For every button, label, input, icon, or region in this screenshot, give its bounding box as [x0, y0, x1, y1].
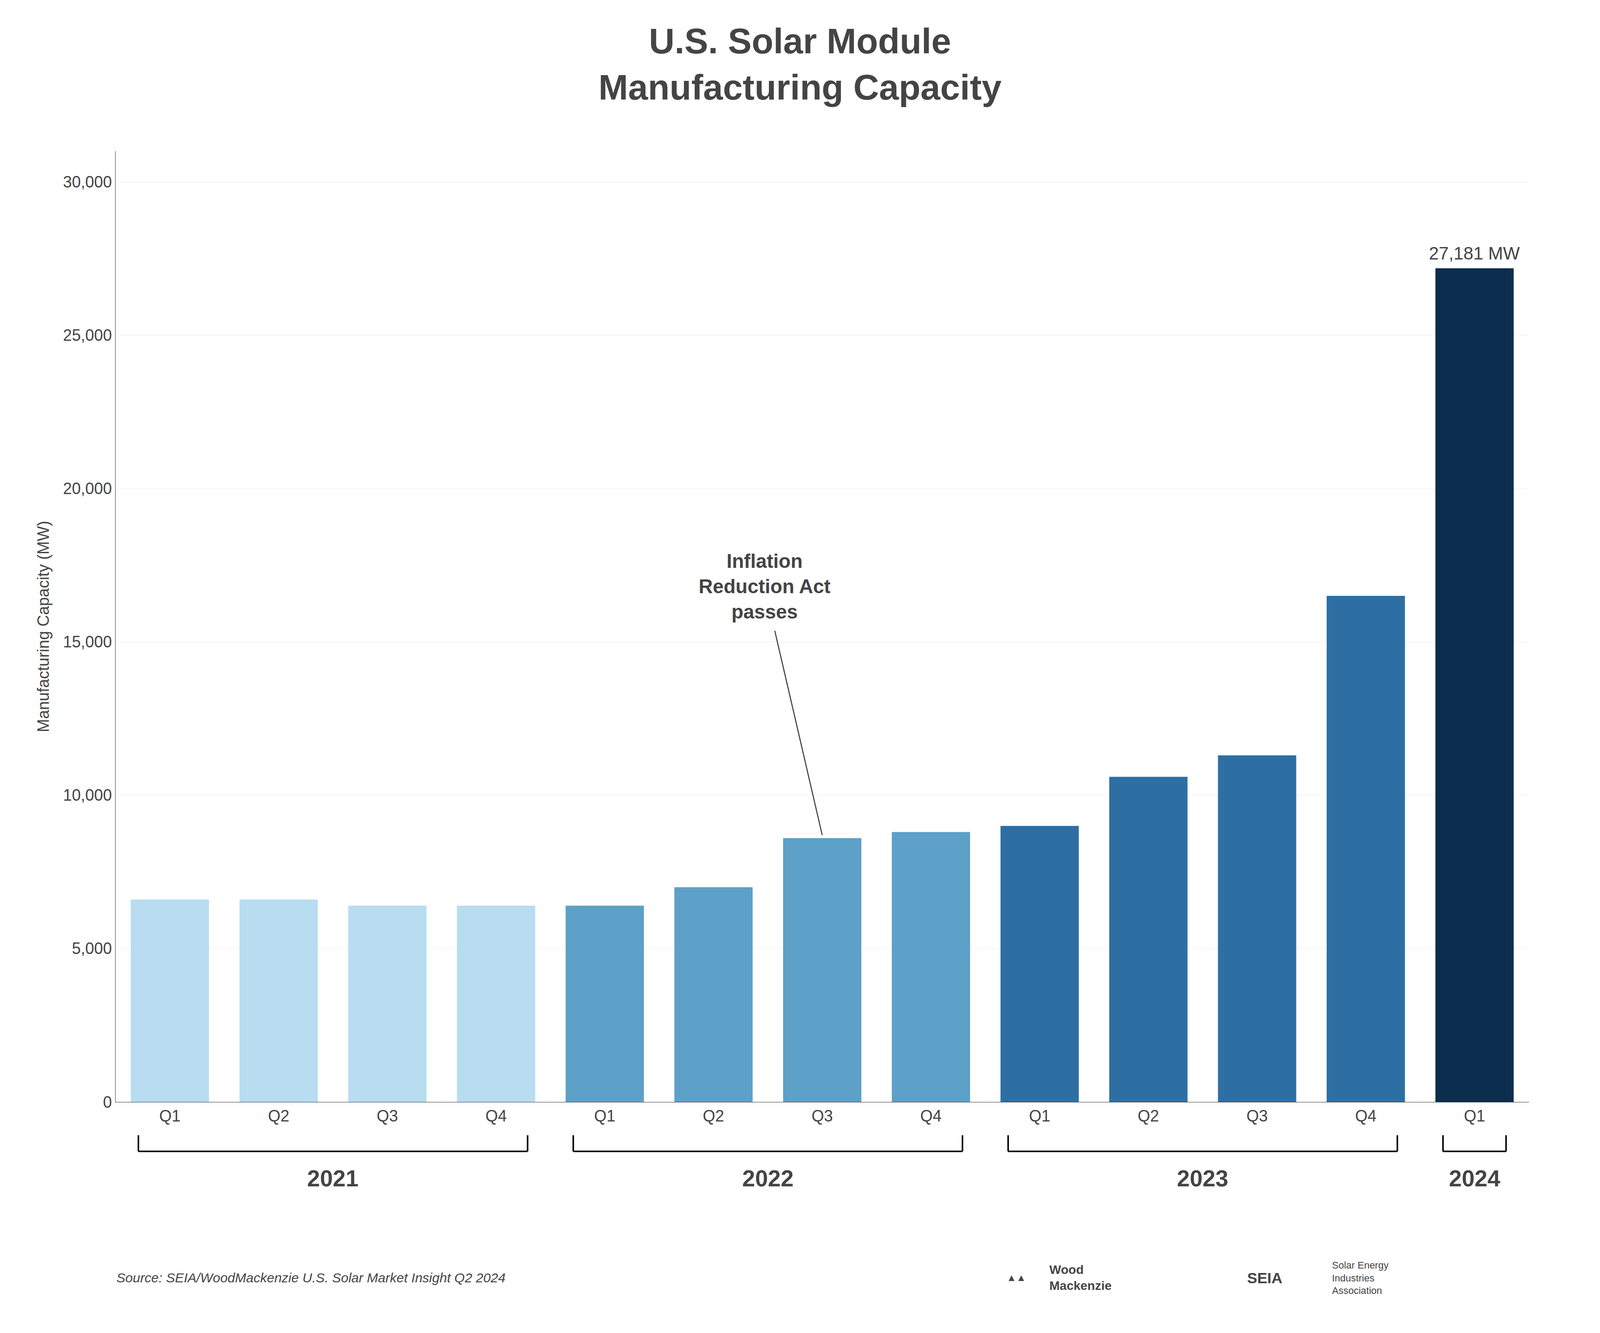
svg-text:15,000: 15,000	[63, 632, 112, 652]
svg-text:25,000: 25,000	[63, 326, 112, 345]
svg-text:2021: 2021	[307, 1165, 359, 1192]
svg-text:10,000: 10,000	[63, 786, 112, 805]
svg-text:Q3: Q3	[811, 1107, 833, 1126]
svg-text:SEIA: SEIA	[1247, 1269, 1283, 1287]
svg-text:Q4: Q4	[485, 1107, 507, 1126]
svg-text:Q3: Q3	[1246, 1107, 1268, 1126]
svg-text:Solar EnergyIndustriesAssociat: Solar EnergyIndustriesAssociation	[1332, 1260, 1389, 1297]
svg-text:30,000: 30,000	[63, 172, 112, 192]
svg-text:Q3: Q3	[376, 1107, 399, 1126]
svg-text:Q1: Q1	[159, 1107, 181, 1126]
svg-text:▲▲: ▲▲	[1006, 1272, 1027, 1284]
svg-text:2023: 2023	[1176, 1165, 1229, 1192]
svg-text:Q1: Q1	[1028, 1107, 1051, 1126]
svg-text:Source: SEIA/WoodMackenzie U.S: Source: SEIA/WoodMackenzie U.S. Solar Ma…	[116, 1270, 506, 1286]
svg-text:2024: 2024	[1448, 1165, 1501, 1192]
svg-text:U.S. Solar ModuleManufacturing: U.S. Solar ModuleManufacturing Capacity	[598, 21, 1002, 108]
svg-text:Manufacturing Capacity (MW): Manufacturing Capacity (MW)	[34, 520, 53, 733]
svg-text:InflationReduction Actpasses: InflationReduction Actpasses	[698, 550, 831, 623]
svg-text:Q1: Q1	[1464, 1107, 1486, 1126]
svg-text:0: 0	[103, 1093, 112, 1112]
svg-text:Q4: Q4	[920, 1107, 942, 1126]
svg-text:20,000: 20,000	[63, 479, 112, 498]
svg-text:5,000: 5,000	[72, 939, 112, 958]
svg-text:27,181 MW: 27,181 MW	[1428, 243, 1520, 264]
svg-text:Q4: Q4	[1355, 1107, 1377, 1126]
svg-text:2022: 2022	[742, 1165, 794, 1192]
svg-text:WoodMackenzie: WoodMackenzie	[1049, 1263, 1112, 1293]
svg-text:Q1: Q1	[594, 1107, 616, 1126]
svg-text:Q2: Q2	[268, 1107, 290, 1126]
svg-text:Q2: Q2	[702, 1107, 724, 1126]
svg-text:Q2: Q2	[1137, 1107, 1160, 1126]
